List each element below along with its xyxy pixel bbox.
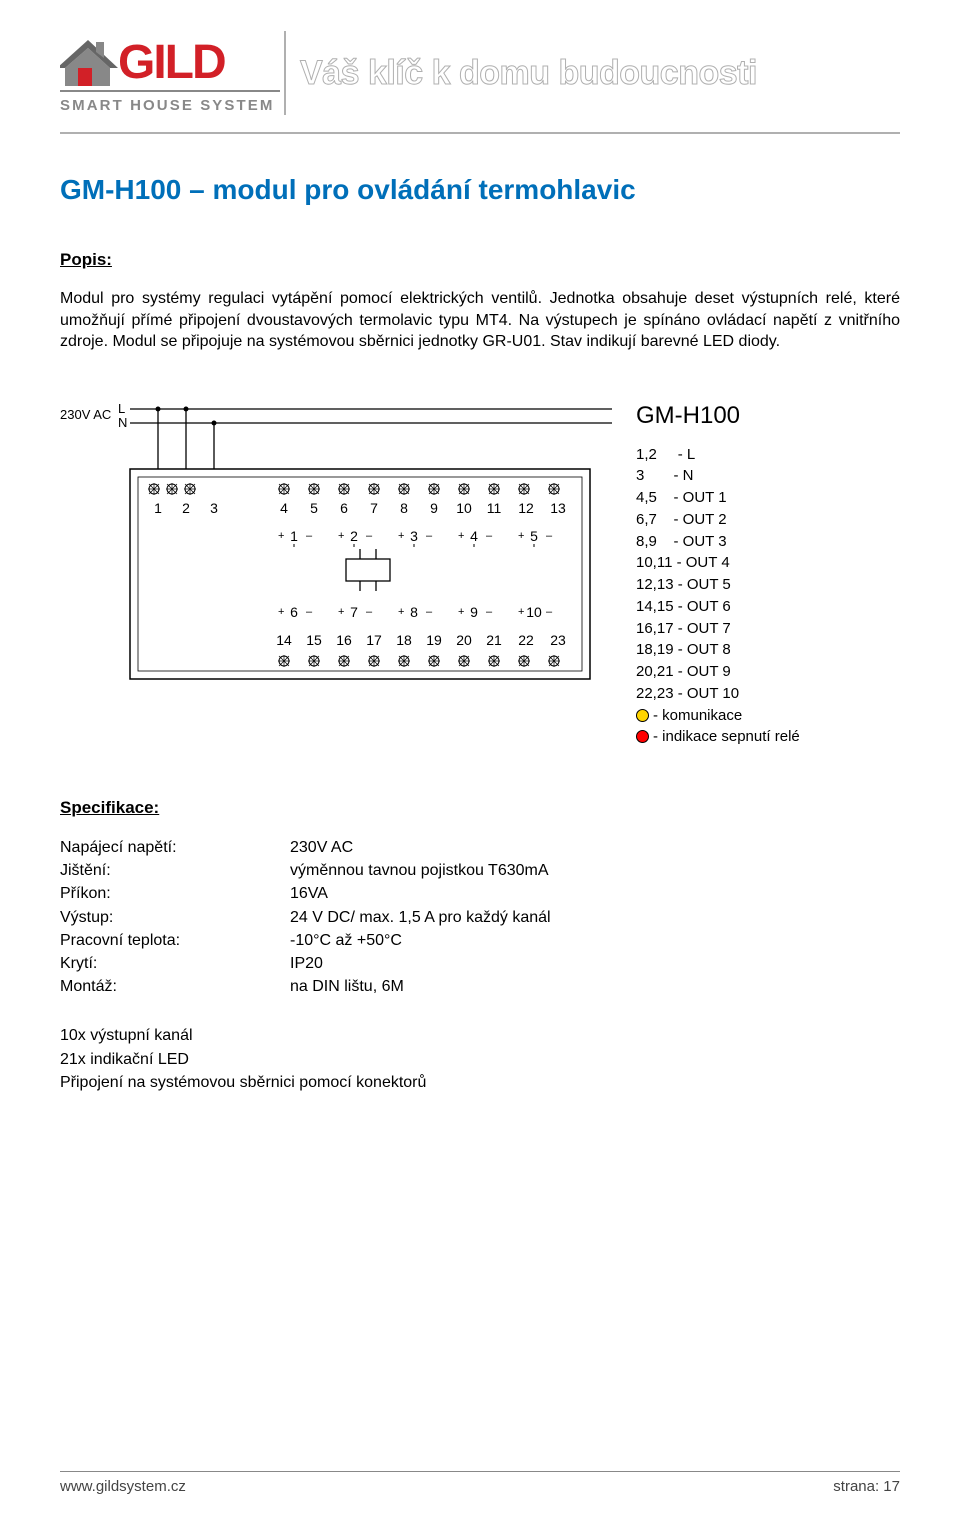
extras-item: 10x výstupní kanál [60,1024,900,1047]
svg-text:9: 9 [430,500,438,516]
legend-led1: - komunikace [653,707,742,724]
svg-text:3: 3 [410,528,418,544]
svg-text:8: 8 [400,500,408,516]
svg-text:9: 9 [470,604,478,620]
section-spec-title: Specifikace: [60,798,900,818]
relay-symbol [346,549,390,591]
svg-text:–: – [306,530,313,542]
page-header: GILD SMART HOUSE SYSTEM Váš klíč k domu … [0,0,960,126]
svg-text:23: 23 [550,632,566,648]
svg-text:7: 7 [350,604,358,620]
svg-text:–: – [366,530,373,542]
extras-item: 21x indikační LED [60,1048,900,1071]
svg-text:12: 12 [518,500,534,516]
legend-led2: - indikace sepnutí relé [653,728,800,745]
svg-text:+: + [398,606,404,618]
svg-text:3: 3 [210,500,218,516]
page-footer: www.gildsystem.cz strana: 17 [0,1471,960,1495]
svg-text:5: 5 [530,528,538,544]
top-leds [148,483,196,495]
slogan: Váš klíč k domu budoucnosti [300,54,757,93]
svg-text:+: + [278,530,284,542]
svg-text:–: – [486,606,493,618]
extras-item: Připojení na systémovou sběrnici pomocí … [60,1071,900,1094]
svg-text:+: + [458,606,464,618]
svg-text:+: + [338,606,344,618]
svg-text:20: 20 [456,632,472,648]
spec-table: Napájecí napětí:230V ACJištění:výměnnou … [60,836,900,998]
spec-row: Příkon:16VA [60,882,900,905]
svg-text:2: 2 [350,528,358,544]
footer-url: www.gildsystem.cz [60,1478,186,1495]
svg-text:19: 19 [426,632,442,648]
svg-text:–: – [306,606,313,618]
logo-text: GILD [118,36,225,89]
svg-text:13: 13 [550,500,566,516]
svg-text:21: 21 [486,632,502,648]
svg-text:+: + [398,530,404,542]
svg-text:+: + [518,606,524,618]
svg-text:4: 4 [470,528,478,544]
svg-text:–: – [546,606,553,618]
svg-text:1: 1 [290,528,298,544]
svg-text:2: 2 [182,500,190,516]
line-N: N [118,415,127,430]
svg-text:8: 8 [410,604,418,620]
logo-sub: SMART HOUSE SYSTEM [60,97,274,114]
svg-text:14: 14 [276,632,292,648]
spec-row: Montáž:na DIN lištu, 6M [60,975,900,998]
svg-text:16: 16 [336,632,352,648]
svg-text:18: 18 [396,632,412,648]
svg-text:10: 10 [526,604,542,620]
svg-text:+: + [278,606,284,618]
section-popis-title: Popis: [60,250,900,270]
svg-text:–: – [426,530,433,542]
wiring-diagram: 230V AC L N [60,399,900,748]
svg-text:+: + [458,530,464,542]
spec-row: Jištění:výměnnou tavnou pojistkou T630mA [60,859,900,882]
svg-text:+: + [338,530,344,542]
legend-title: GM-H100 [636,399,800,434]
popis-text: Modul pro systémy regulaci vytápění pomo… [60,288,900,353]
svg-text:15: 15 [306,632,322,648]
svg-text:6: 6 [290,604,298,620]
header-divider [284,31,286,115]
svg-text:10: 10 [456,500,472,516]
footer-page: strana: 17 [833,1478,900,1495]
svg-text:–: – [426,606,433,618]
led-red-icon [636,730,649,743]
supply-label: 230V AC [60,407,111,422]
svg-text:11: 11 [487,500,502,516]
extras-list: 10x výstupní kanál21x indikační LEDPřipo… [60,1024,900,1094]
svg-text:22: 22 [518,632,534,648]
content: GM-H100 – modul pro ovládání termohlavic… [0,134,960,1094]
svg-text:6: 6 [340,500,348,516]
diagram-legend: GM-H100 1,2 - L 3 - N 4,5 - OUT 1 6,7 - … [636,399,800,748]
svg-text:+: + [518,530,524,542]
spec-row: Pracovní teplota:-10°C až +50°C [60,929,900,952]
spec-row: Krytí:IP20 [60,952,900,975]
svg-text:4: 4 [280,500,288,516]
svg-text:–: – [546,530,553,542]
svg-text:7: 7 [370,500,378,516]
line-L: L [118,401,125,416]
spec-row: Výstup:24 V DC/ max. 1,5 A pro každý kan… [60,906,900,929]
svg-text:1: 1 [154,500,162,516]
svg-text:5: 5 [310,500,318,516]
logo: GILD SMART HOUSE SYSTEM [60,28,280,118]
page-title: GM-H100 – modul pro ovládání termohlavic [60,174,900,206]
svg-text:–: – [366,606,373,618]
svg-text:17: 17 [366,632,382,648]
svg-text:–: – [486,530,493,542]
spec-row: Napájecí napětí:230V AC [60,836,900,859]
led-yellow-icon [636,709,649,722]
